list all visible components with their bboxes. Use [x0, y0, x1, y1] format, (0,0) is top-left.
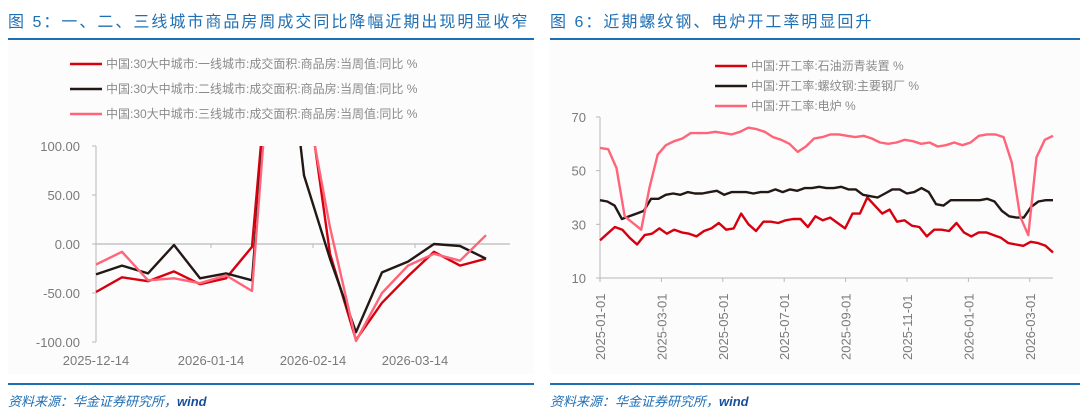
figure-5-panel: 图 5：一、二、三线城市商品房周成交同比降幅近期出现明显收窄 中国:30大中城市…: [8, 14, 534, 410]
figure-6-plot-background: [550, 40, 1080, 374]
legend-label: 中国:30大中城市:三线城市:成交面积:商品房:当周值:同比 %: [106, 106, 418, 121]
legend-label: 中国:开工率:螺纹钢:主要钢厂 %: [751, 78, 919, 93]
x-tick-label: 2025-09-01: [839, 294, 854, 361]
x-tick-label: 2025-12-14: [63, 353, 130, 368]
figure-6-title-rule: [550, 38, 1080, 40]
y-tick-label: 50.00: [47, 188, 80, 203]
y-tick-label: 10: [572, 271, 586, 286]
figure-5-source-rule: [8, 383, 534, 385]
figure-6-source-rule: [550, 383, 1080, 385]
series-line: [95, 146, 487, 343]
x-tick-label: 2026-03-14: [382, 353, 449, 368]
x-tick-label: 2025-11-01: [900, 294, 915, 360]
x-tick-label: 2026-02-14: [280, 353, 347, 368]
x-tick-label: 2025-05-01: [716, 294, 731, 361]
y-tick-label: 100.00: [40, 139, 80, 154]
y-tick-label: -100.00: [36, 335, 80, 350]
figure-5-source: 资料来源：华金证券研究所，wind: [8, 391, 207, 410]
figure-5-line-chart: 中国:30大中城市:一线城市:成交面积:商品房:当周值:同比 % 中国:30大中城…: [36, 56, 510, 368]
figure-5-title-rule: [8, 38, 534, 40]
x-tick-label: 2025-03-01: [654, 294, 669, 361]
figure-6-source-label: 资料来源：华金证券研究所，: [550, 394, 720, 409]
series-line: [95, 146, 487, 334]
legend-label: 中国:30大中城市:一线城市:成交面积:商品房:当周值:同比 %: [106, 56, 418, 71]
series-line: [95, 146, 487, 342]
figure-5-source-brand: wind: [177, 394, 207, 409]
y-tick-label: 50: [572, 164, 586, 179]
y-tick-label: 70: [572, 110, 586, 125]
figure-6-panel: 图 6：近期螺纹钢、电炉开工率明显回升 中国:开工率:石油沥青装置 % 中国:开工…: [550, 0, 1080, 414]
figure-6-source-brand: wind: [719, 394, 749, 409]
x-tick-label: 2026-01-14: [178, 353, 245, 368]
x-tick-label: 2025-01-01: [593, 294, 608, 361]
legend-label: 中国:30大中城市:二线城市:成交面积:商品房:当周值:同比 %: [106, 81, 418, 96]
x-tick-label: 2026-01-01: [961, 294, 976, 361]
figure-5-source-label: 资料来源：华金证券研究所，: [8, 394, 178, 409]
series-line: [599, 185, 1053, 221]
x-tick-label: 2026-03-01: [1023, 294, 1038, 361]
figure-6-line-chart: 中国:开工率:石油沥青装置 % 中国:开工率:螺纹钢:主要钢厂 % 中国:开工率:电…: [572, 58, 1054, 361]
figure-6-source: 资料来源：华金证券研究所，wind: [550, 391, 749, 410]
y-tick-label: 30: [572, 217, 586, 232]
y-tick-label: -50.00: [43, 286, 80, 301]
series-line: [599, 126, 1054, 237]
legend-label: 中国:开工率:电炉 %: [751, 98, 856, 113]
x-tick-label: 2025-07-01: [777, 294, 792, 361]
figure-6-title: 图 6：近期螺纹钢、电炉开工率明显回升: [550, 14, 874, 31]
y-tick-label: 0.00: [55, 237, 80, 252]
legend-label: 中国:开工率:石油沥青装置 %: [751, 58, 904, 73]
series-line: [599, 196, 1054, 254]
figure-5-title: 图 5：一、二、三线城市商品房周成交同比降幅近期出现明显收窄: [8, 14, 530, 31]
